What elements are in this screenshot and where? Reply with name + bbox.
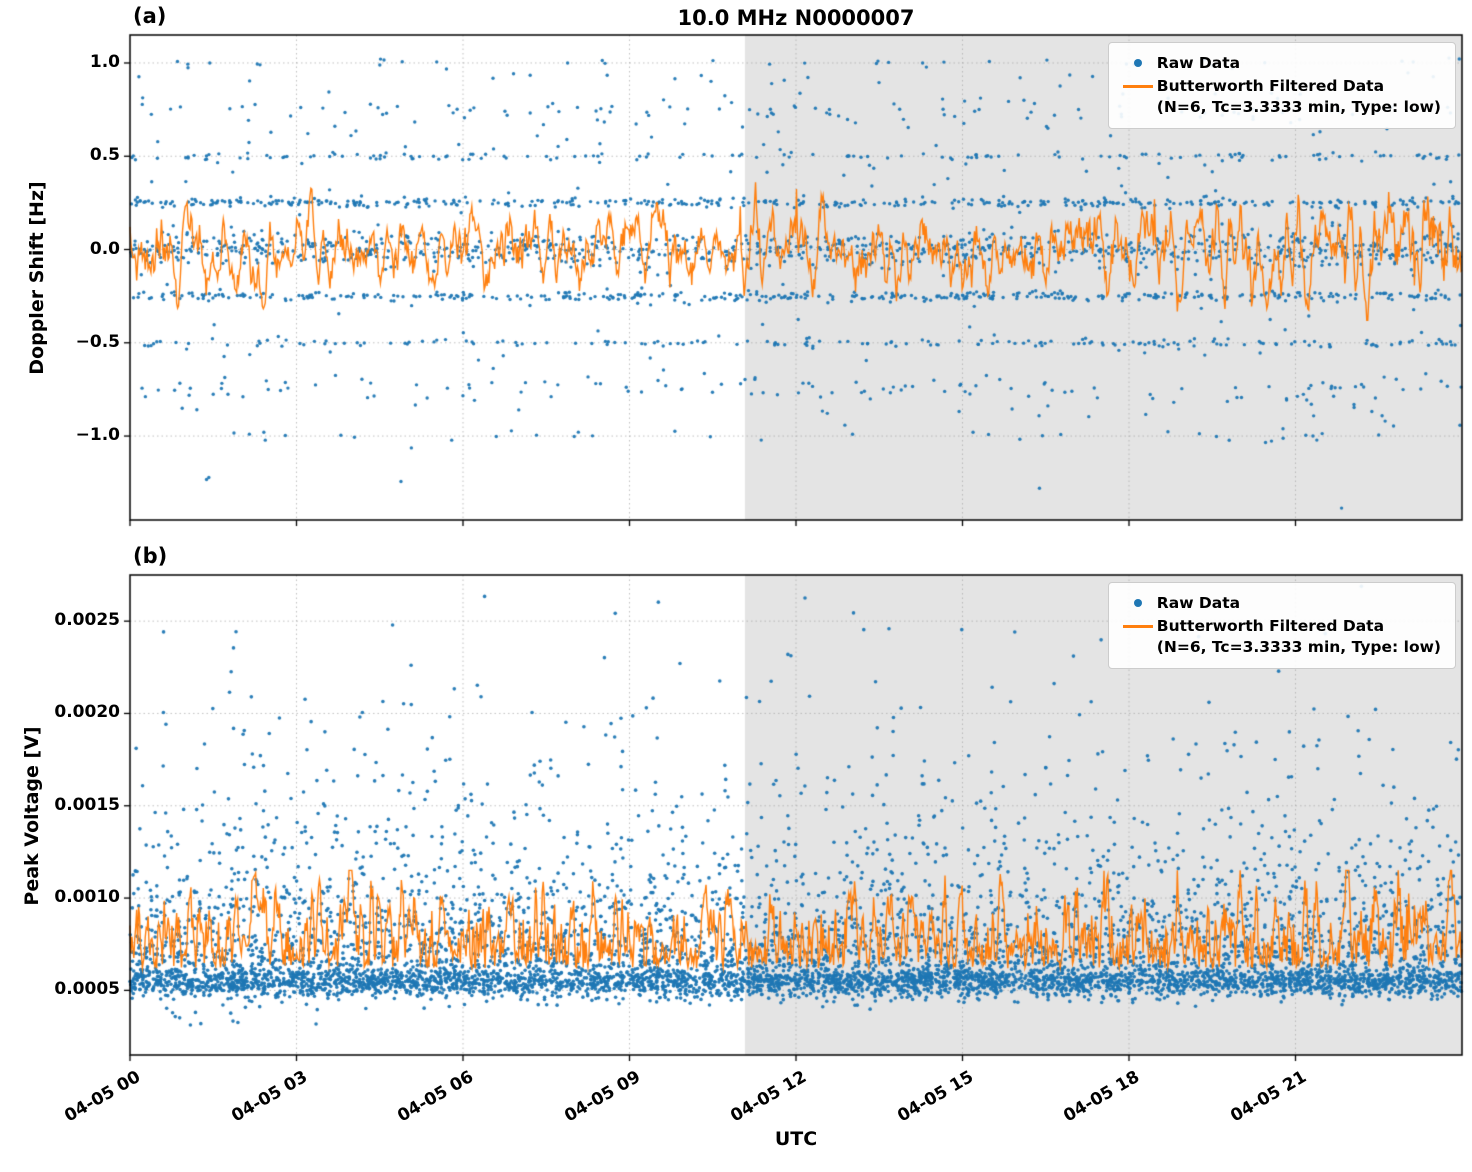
legend-filtered-label: Butterworth Filtered Data [1156,617,1385,635]
filtered-line-icon [1122,85,1153,88]
legend-panel-a: Raw Data Butterworth Filtered Data (N=6,… [1107,42,1456,129]
filtered-line-icon [1122,625,1153,628]
legend-filtered-sub: (N=6, Tc=3.3333 min, Type: low) [1156,98,1441,116]
chart-title: 10.0 MHz N0000007 [677,6,915,30]
legend-row-raw: Raw Data [1119,593,1441,614]
legend-row-filtered: Butterworth Filtered Data (N=6, Tc=3.333… [1119,76,1441,118]
y-tick-label: 0.0005 [54,979,120,1000]
legend-row-raw: Raw Data [1119,53,1441,74]
y-tick-label: 1.0 [89,51,120,72]
legend-raw-label: Raw Data [1156,594,1241,612]
panel-a-label: (a) [133,4,167,28]
y-tick-label: 0.0010 [54,887,120,908]
y-tick-label: 0.0025 [54,610,120,631]
legend-filtered-label: Butterworth Filtered Data [1156,77,1385,95]
legend-filtered-sub: (N=6, Tc=3.3333 min, Type: low) [1156,638,1441,656]
legend-raw-label: Raw Data [1156,54,1241,72]
raw-data-marker-icon [1133,59,1142,67]
legend-panel-b: Raw Data Butterworth Filtered Data (N=6,… [1107,582,1456,669]
y-tick-label: 0.0020 [54,702,120,723]
x-axis-label: UTC [774,1128,818,1150]
legend-row-filtered: Butterworth Filtered Data (N=6, Tc=3.333… [1119,616,1441,658]
panel-a-ylabel: Doppler Shift [Hz] [26,181,48,375]
y-tick-label: −0.5 [75,331,120,352]
y-tick-label: −1.0 [75,425,120,446]
raw-data-marker-icon [1133,599,1142,607]
y-tick-label: 0.0 [89,238,120,259]
y-tick-label: 0.5 [89,145,120,166]
panel-b-label: (b) [133,544,168,568]
y-tick-label: 0.0015 [54,794,120,815]
